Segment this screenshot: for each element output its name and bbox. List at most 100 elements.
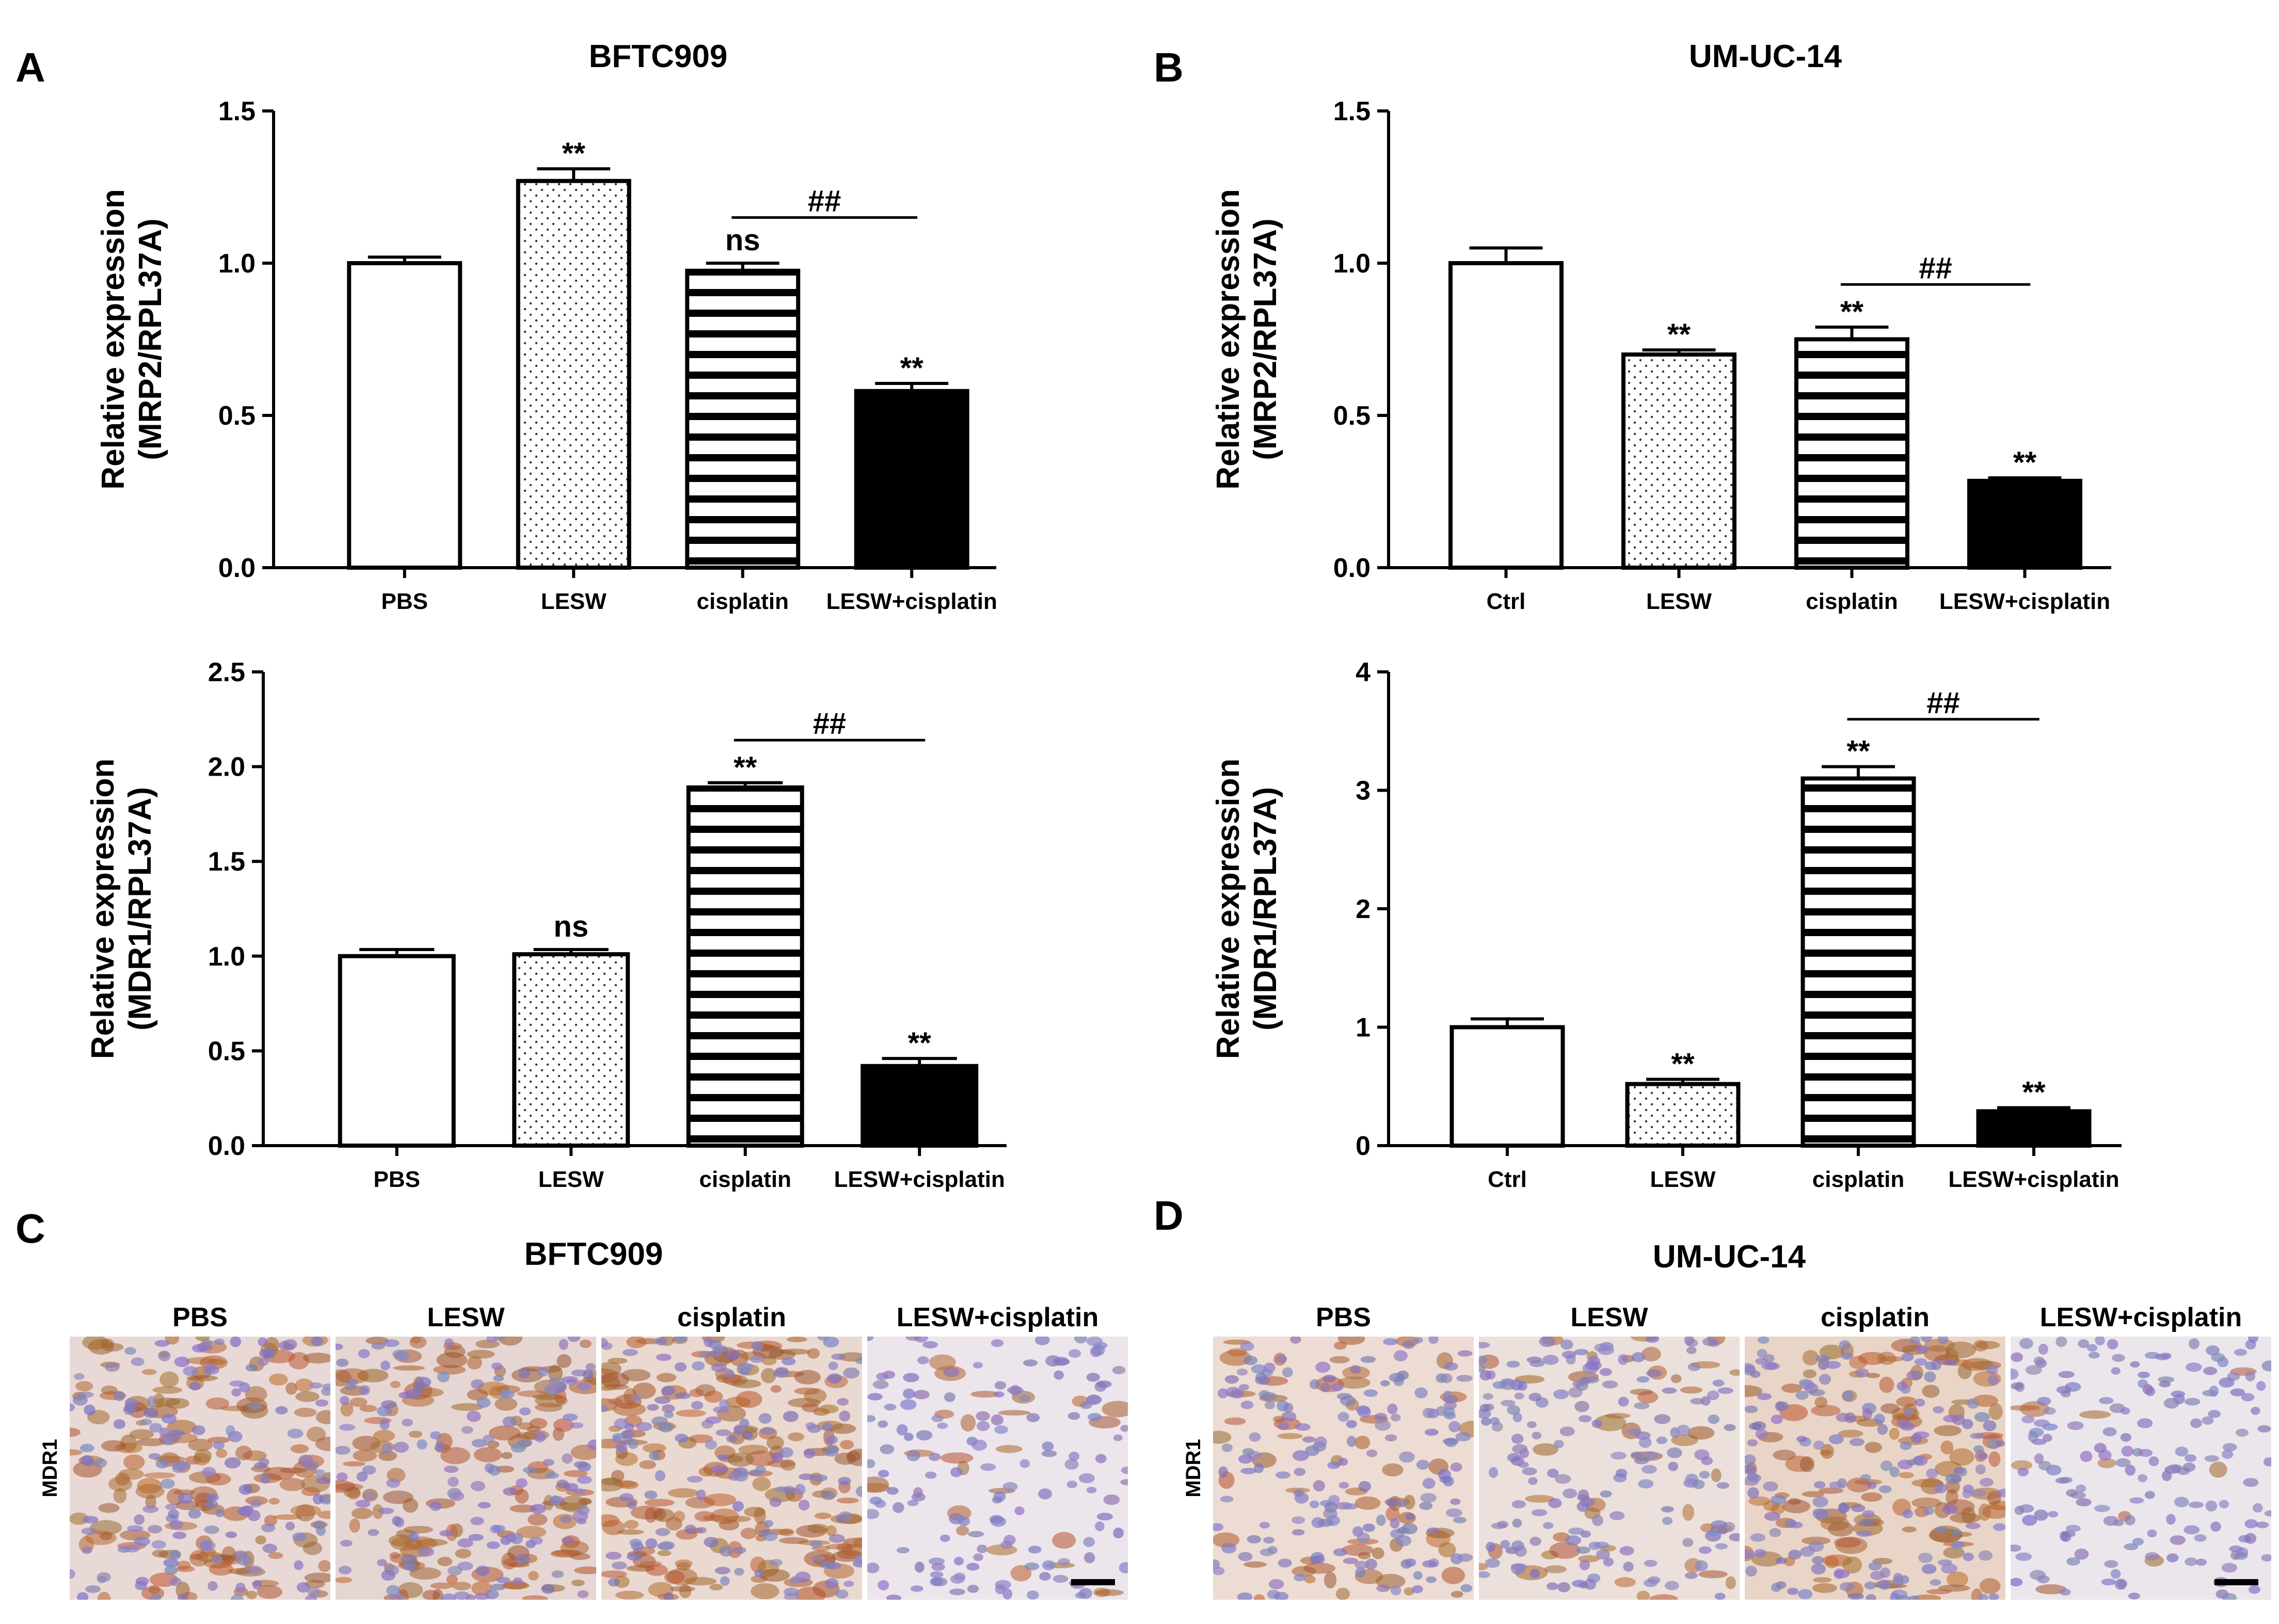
chart-b-mrp2: UM-UC-14 Relative expression (MRP2/RPL37A)… (1210, 39, 2111, 614)
significance-label: ** (2013, 446, 2037, 479)
significance-label: ** (1840, 295, 1864, 329)
y-tick-label: 1.0 (1333, 249, 1370, 279)
y-axis-label-line2: (MRP2/RPL37A) (133, 218, 168, 460)
y-tick-label: 0.5 (218, 401, 256, 431)
y-tick-label: 2 (1356, 894, 1370, 924)
x-tick-label: PBS (374, 1167, 420, 1192)
chart-title: BFTC909 (589, 39, 728, 74)
significance-label: ** (1671, 1047, 1695, 1081)
comparison-label: ## (813, 707, 847, 741)
significance-label: ** (562, 137, 586, 170)
chart-b-mdr1: Relative expression (MDR1/RPL37A) 0 1 2 3 4 Ctr… (1210, 657, 2122, 1192)
y-axis-label: Relative expression (MRP2/RPL37A) (1210, 189, 1283, 489)
significance-label: ns (725, 223, 760, 257)
ihc-column-label: PBS (172, 1303, 228, 1332)
ihc-column-label: PBS (1316, 1303, 1371, 1332)
x-tick-label: LESW (1650, 1167, 1716, 1192)
scale-bar (1071, 1579, 1115, 1585)
bar (512, 952, 630, 1148)
y-tick-label: 0.0 (208, 1131, 245, 1161)
x-tick-label: cisplatin (697, 589, 789, 614)
y-tick-label: 1 (1356, 1013, 1370, 1043)
panel-letter-c: C (15, 1205, 45, 1251)
chart-a-mrp2: BFTC909 Relative expression (MRP2/RPL37A) 0… (95, 39, 997, 614)
ihc-micrograph (70, 1337, 330, 1600)
significance-label: ** (908, 1026, 932, 1060)
bar (347, 261, 463, 570)
ihc-panel-d-title: UM-UC-14 (1652, 1239, 1806, 1275)
bar (1800, 776, 1916, 1148)
chart-a-mdr1: Relative expression (MDR1/RPL37A) 0.0 0.5 1.… (85, 657, 1007, 1192)
ihc-micrograph (1213, 1337, 1474, 1600)
x-tick-label: cisplatin (699, 1167, 792, 1192)
y-axis-label: Relative expression (MDR1/RPL37A) (85, 759, 158, 1059)
y-axis-label: Relative expression (MRP2/RPL37A) (95, 189, 168, 489)
bar (686, 785, 804, 1148)
y-tick-label: 1.5 (208, 847, 245, 877)
x-tick-label: cisplatin (1806, 589, 1898, 614)
ihc-column-label: LESW+cisplatin (2040, 1303, 2242, 1332)
y-tick-label: 0.5 (1333, 401, 1370, 431)
ihc-panel-c-title: BFTC909 (524, 1236, 663, 1272)
y-axis-label-line1: Relative expression (95, 189, 131, 489)
y-axis-label-line2: (MRP2/RPL37A) (1248, 218, 1283, 460)
bar (685, 268, 801, 570)
y-tick-label: 0.5 (208, 1036, 245, 1066)
ihc-column-label: cisplatin (677, 1303, 786, 1332)
bar (1967, 478, 2082, 570)
y-tick-label: 1.5 (1333, 97, 1370, 126)
ihc-panel-d: MDR1 PBS LESW cisplatin LESW+cisplatin (1182, 1303, 2271, 1600)
bar (516, 179, 631, 570)
significance-label: ** (1846, 735, 1870, 768)
x-tick-label: LESW+cisplatin (1939, 589, 2110, 614)
ihc-column-label: LESW+cisplatin (897, 1303, 1099, 1332)
comparison-label: ## (1926, 686, 1960, 720)
x-tick-label: Ctrl (1488, 1167, 1527, 1192)
y-axis-label: Relative expression (MDR1/RPL37A) (1210, 759, 1283, 1059)
x-tick-label: Ctrl (1487, 589, 1526, 614)
x-tick-label: LESW+cisplatin (1948, 1167, 2119, 1192)
significance-label: ** (2022, 1076, 2046, 1110)
ihc-panel-c: MDR1 PBS LESW cisplatin LESW+cisplatin (39, 1303, 1128, 1600)
y-tick-label: 4 (1356, 657, 1370, 687)
bar (1448, 261, 1564, 570)
y-tick-label: 0.0 (1333, 553, 1370, 583)
x-tick-label: cisplatin (1812, 1167, 1905, 1192)
x-tick-label: PBS (381, 589, 428, 614)
panel-letter-b: B (1154, 44, 1184, 90)
bar (860, 1064, 979, 1148)
bar (1976, 1109, 2092, 1148)
y-axis-label-line1: Relative expression (1210, 189, 1246, 489)
ihc-column-label: cisplatin (1821, 1303, 1930, 1332)
y-axis-label-line1: Relative expression (85, 759, 121, 1059)
bar (1449, 1025, 1565, 1148)
x-tick-label: LESW+cisplatin (834, 1167, 1005, 1192)
significance-label: ** (900, 351, 924, 385)
comparison-label: ## (808, 185, 841, 218)
ihc-micrograph (2011, 1337, 2271, 1600)
x-tick-label: LESW+cisplatin (826, 589, 997, 614)
panel-letter-d: D (1154, 1193, 1184, 1239)
y-axis-label-line2: (MDR1/RPL37A) (122, 787, 158, 1031)
ihc-micrograph (336, 1337, 596, 1600)
ihc-row-label: MDR1 (1182, 1439, 1205, 1497)
y-axis-label-line1: Relative expression (1210, 759, 1246, 1059)
significance-label: ns (553, 910, 588, 943)
comparison-label: ## (1919, 251, 1952, 285)
bar (1621, 352, 1736, 570)
y-tick-label: 0.0 (218, 553, 256, 583)
ihc-column-label: LESW (1570, 1303, 1648, 1332)
ihc-micrograph (601, 1337, 862, 1600)
y-tick-label: 2.5 (208, 657, 245, 687)
bar (1625, 1082, 1741, 1148)
panel-letter-a: A (15, 44, 45, 90)
y-tick-label: 1.0 (218, 249, 256, 279)
y-tick-label: 2.0 (208, 752, 245, 782)
x-tick-label: LESW (541, 589, 607, 614)
ihc-micrograph (1745, 1337, 2005, 1600)
x-tick-label: LESW (1646, 589, 1712, 614)
chart-title: UM-UC-14 (1689, 39, 1842, 74)
scale-bar (2214, 1579, 2258, 1585)
bar (338, 954, 456, 1148)
y-tick-label: 3 (1356, 776, 1370, 806)
